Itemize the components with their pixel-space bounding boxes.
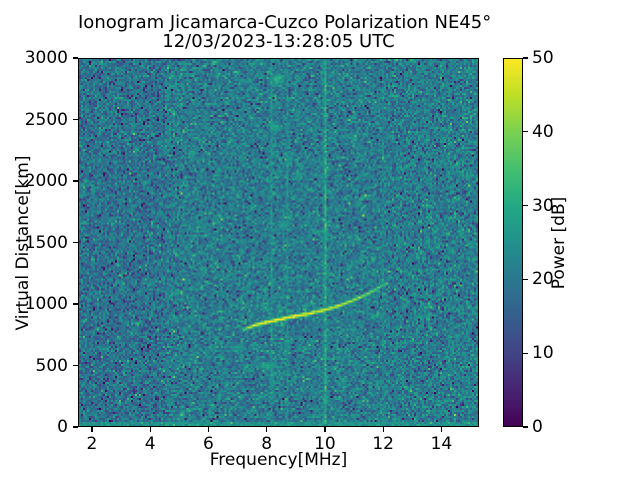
x-tick-mark bbox=[149, 427, 151, 432]
colorbar-tick-mark bbox=[523, 278, 528, 281]
y-tick-mark bbox=[73, 118, 78, 121]
colorbar-tick-mark bbox=[523, 426, 528, 428]
y-tick-label: 1500 bbox=[24, 232, 68, 253]
colorbar-tick-label: 30 bbox=[532, 195, 554, 216]
colorbar-tick-mark bbox=[523, 131, 528, 133]
y-tick-mark bbox=[73, 57, 78, 59]
chart-title: Ionogram Jicamarca-Cuzco Polarization NE… bbox=[78, 12, 492, 52]
plot-area bbox=[78, 58, 479, 427]
x-tick-mark bbox=[91, 427, 93, 432]
x-tick-mark bbox=[266, 427, 268, 432]
y-tick-label: 3000 bbox=[24, 48, 68, 68]
y-tick-label: 2500 bbox=[24, 109, 68, 130]
ionogram-heatmap bbox=[79, 59, 478, 426]
colorbar-tick-label: 50 bbox=[532, 48, 554, 68]
y-tick-mark bbox=[73, 180, 78, 182]
colorbar-tick-label: 10 bbox=[532, 343, 554, 364]
colorbar-tick-mark bbox=[523, 352, 528, 354]
y-tick-label: 1000 bbox=[24, 294, 68, 314]
chart-title-line1: Ionogram Jicamarca-Cuzco Polarization NE… bbox=[78, 12, 492, 33]
x-tick-mark bbox=[440, 427, 443, 432]
x-tick-label: 6 bbox=[203, 434, 214, 454]
x-tick-label: 14 bbox=[430, 434, 453, 454]
x-tick-label: 4 bbox=[144, 434, 156, 454]
colorbar bbox=[503, 58, 523, 427]
colorbar-tick-mark bbox=[523, 204, 528, 207]
y-tick-mark bbox=[73, 241, 78, 244]
y-tick-label: 0 bbox=[57, 417, 68, 437]
y-tick-label: 500 bbox=[35, 355, 68, 376]
x-tick-mark bbox=[324, 427, 326, 432]
y-tick-mark bbox=[73, 364, 78, 367]
x-tick-label: 2 bbox=[86, 434, 98, 454]
x-tick-label: 8 bbox=[261, 434, 273, 454]
colorbar-tick-label: 20 bbox=[532, 269, 554, 290]
x-axis-label: Frequency[MHz] bbox=[209, 450, 348, 470]
x-tick-mark bbox=[382, 427, 384, 432]
x-tick-mark bbox=[207, 427, 210, 432]
chart-title-line2: 12/03/2023-13:28:05 UTC bbox=[162, 31, 395, 52]
colorbar-tick-label: 0 bbox=[532, 417, 543, 437]
y-tick-mark bbox=[73, 303, 78, 305]
x-tick-label: 12 bbox=[372, 434, 394, 454]
y-tick-mark bbox=[73, 426, 78, 428]
colorbar-tick-mark bbox=[523, 57, 528, 59]
y-tick-label: 2000 bbox=[24, 171, 68, 191]
colorbar-tick-label: 40 bbox=[532, 121, 554, 142]
x-tick-label: 10 bbox=[314, 434, 336, 454]
